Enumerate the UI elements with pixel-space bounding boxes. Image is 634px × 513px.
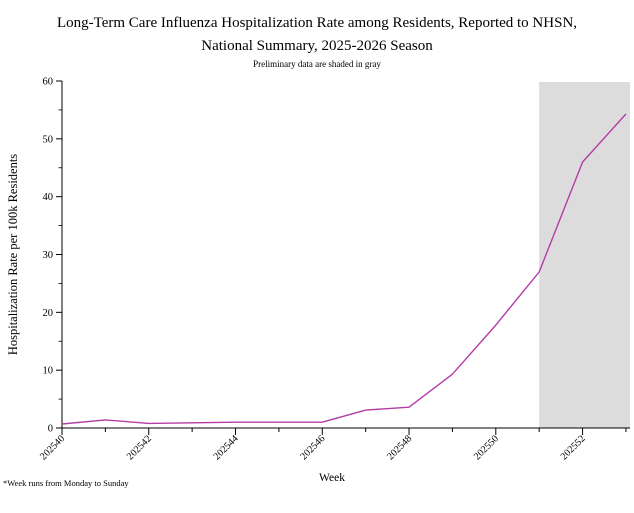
x-tick-label: 202546	[298, 433, 327, 462]
chart-title-line2: National Summary, 2025-2026 Season	[201, 38, 433, 54]
x-tick-label: 202544	[212, 433, 241, 462]
y-tick-label: 30	[43, 250, 54, 261]
y-tick-label: 0	[48, 424, 53, 435]
y-axis-label: Hospitalization Rate per 100k Residents	[6, 154, 20, 355]
y-axis: 0 10 20 30 40 50 60	[43, 77, 62, 435]
x-tick-label: 202542	[125, 433, 154, 462]
chart-footnote: *Week runs from Monday to Sunday	[3, 478, 129, 488]
x-tick-label: 202552	[559, 433, 588, 462]
hospitalization-rate-line	[61, 113, 627, 425]
chart-subtitle: Preliminary data are shaded in gray	[253, 59, 381, 69]
x-axis: 202540 202542 202544 202546 202548 202550 2025…	[38, 428, 627, 462]
x-axis-label: Week	[319, 472, 345, 484]
preliminary-region	[539, 82, 630, 428]
y-tick-label: 60	[43, 77, 54, 88]
x-tick-label: 202550	[472, 433, 501, 462]
x-tick-label: 202548	[385, 433, 414, 462]
chart-title-line1: Long-Term Care Influenza Hospitalization…	[56, 15, 578, 31]
y-tick-label: 20	[43, 308, 54, 319]
y-tick-label: 50	[43, 134, 54, 145]
y-tick-label: 40	[43, 192, 54, 203]
y-tick-label: 10	[43, 366, 54, 377]
chart-title: Long-Term Care Influenza Hospitalization…	[0, 12, 634, 58]
x-tick-label: 202540	[38, 433, 67, 462]
